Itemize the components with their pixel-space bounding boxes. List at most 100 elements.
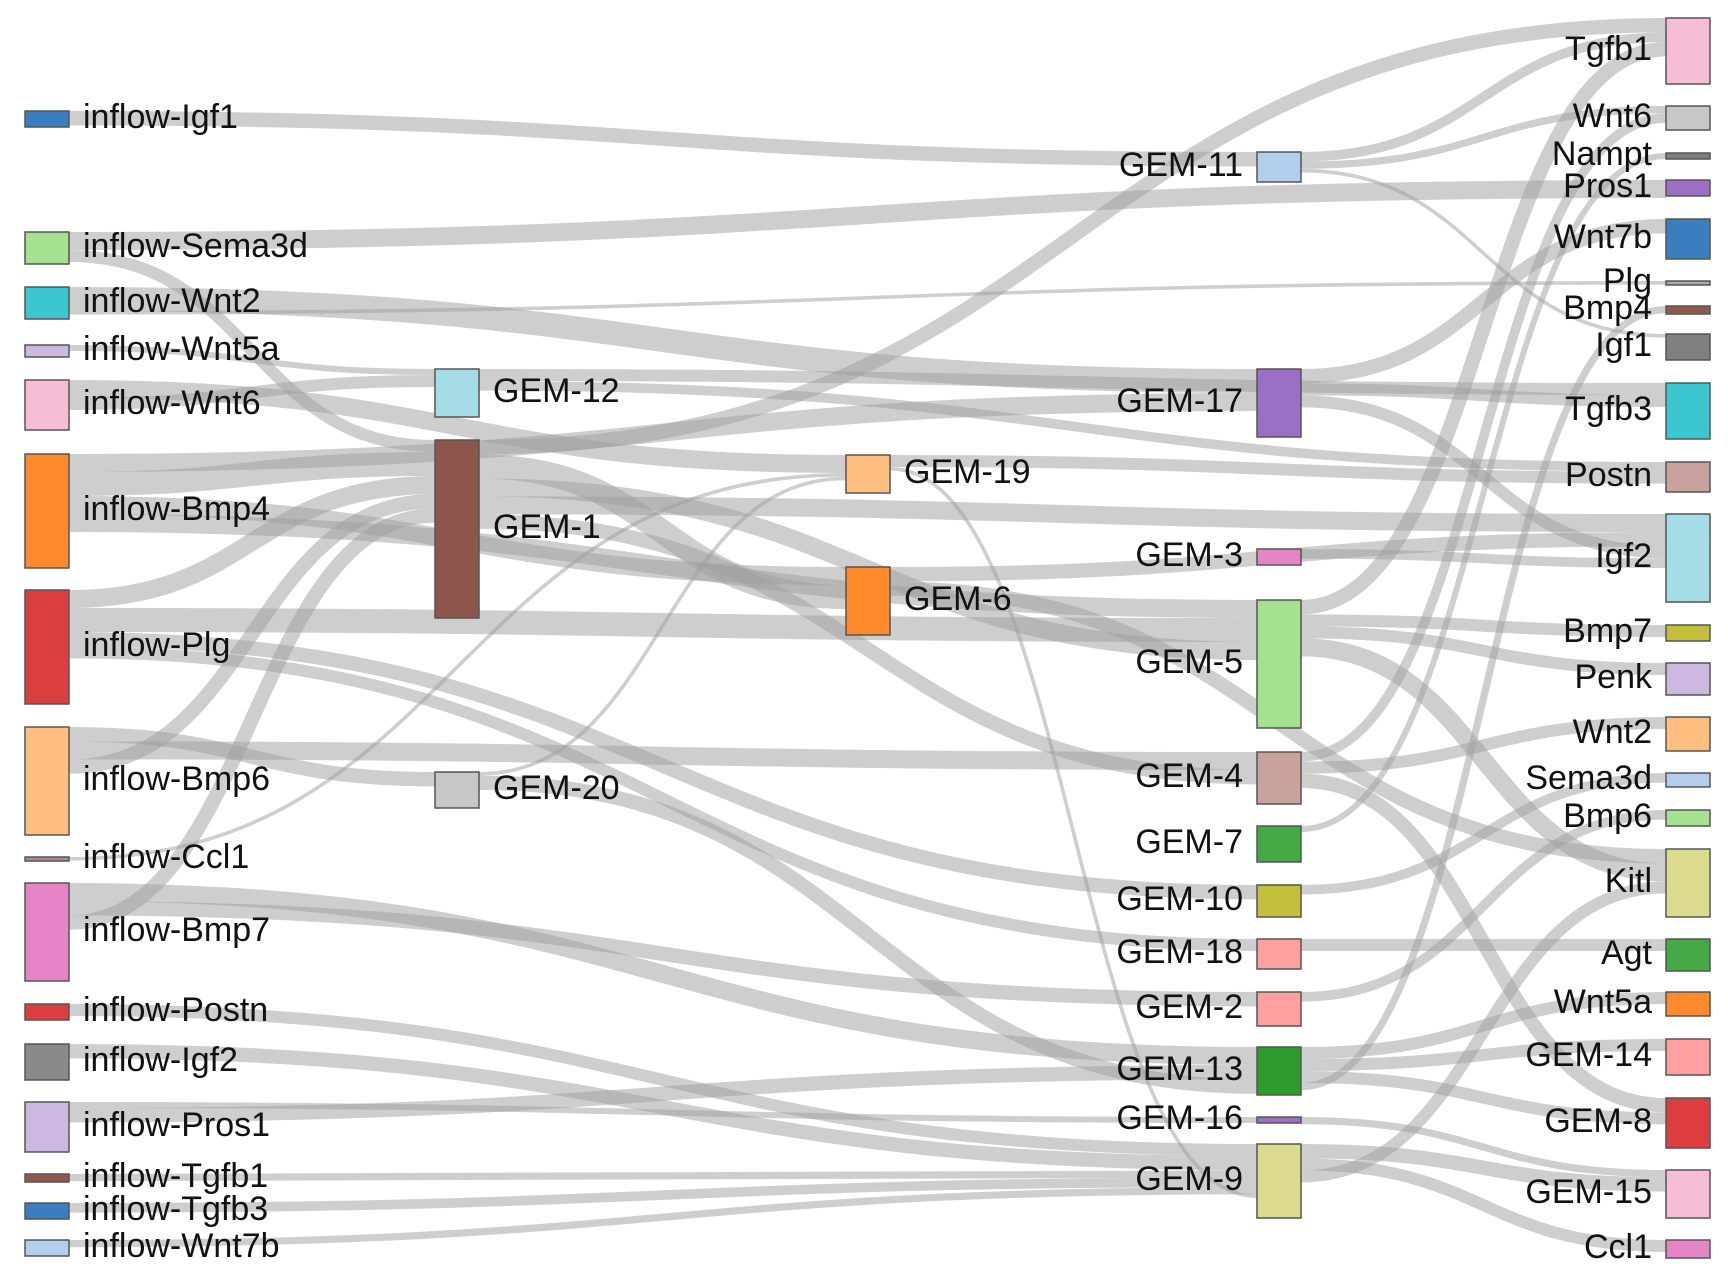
node-rect[interactable] [24,589,70,705]
node-inflow-Igf1[interactable]: inflow-Igf1 [24,98,238,136]
node-GEM-11[interactable]: GEM-11 [1119,146,1302,184]
node-rect[interactable] [24,1101,70,1153]
node-rect[interactable] [24,379,70,431]
node-GEM-16[interactable]: GEM-16 [1116,1099,1302,1137]
node-Bmp7[interactable]: Bmp7 [1563,612,1711,650]
node-rect[interactable] [1256,751,1302,805]
node-rect[interactable] [24,1043,70,1081]
node-Wnt5a[interactable]: Wnt5a [1554,983,1711,1021]
node-GEM-6[interactable]: GEM-6 [845,566,1012,636]
node-Tgfb1[interactable]: Tgfb1 [1565,17,1711,85]
node-GEM-10[interactable]: GEM-10 [1116,880,1302,918]
node-Nampt[interactable]: Nampt [1552,135,1711,173]
node-Igf2[interactable]: Igf2 [1595,513,1711,603]
node-rect[interactable] [1665,716,1711,752]
node-rect[interactable] [1665,938,1711,972]
node-GEM-17[interactable]: GEM-17 [1116,368,1302,438]
node-rect[interactable] [1665,461,1711,493]
node-rect[interactable] [1665,772,1711,788]
node-Postn[interactable]: Postn [1565,456,1711,494]
node-rect[interactable] [1256,1143,1302,1219]
node-rect[interactable] [1256,825,1302,863]
node-Igf1[interactable]: Igf1 [1595,326,1711,364]
node-Ccl1[interactable]: Ccl1 [1584,1228,1711,1266]
node-rect[interactable] [24,726,70,836]
node-inflow-Tgfb3[interactable]: inflow-Tgfb3 [24,1190,268,1228]
node-inflow-Igf2[interactable]: inflow-Igf2 [24,1041,238,1081]
node-rect[interactable] [434,439,480,619]
node-inflow-Wnt6[interactable]: inflow-Wnt6 [24,379,261,431]
node-rect[interactable] [1256,1116,1302,1124]
node-inflow-Bmp6[interactable]: inflow-Bmp6 [24,726,270,836]
node-rect[interactable] [1665,624,1711,642]
node-inflow-Wnt7b[interactable]: inflow-Wnt7b [24,1227,280,1265]
node-rect[interactable] [1665,1097,1711,1149]
node-rect[interactable] [1665,1239,1711,1259]
node-Wnt2[interactable]: Wnt2 [1573,713,1711,752]
node-inflow-Postn[interactable]: inflow-Postn [24,991,268,1029]
node-GEM-9[interactable]: GEM-9 [1135,1143,1302,1219]
node-Kitl[interactable]: Kitl [1605,848,1711,918]
node-inflow-Plg[interactable]: inflow-Plg [24,589,230,705]
node-GEM-5[interactable]: GEM-5 [1135,599,1302,729]
node-GEM-3[interactable]: GEM-3 [1135,536,1302,574]
node-inflow-Wnt2[interactable]: inflow-Wnt2 [24,282,261,320]
node-rect[interactable] [1665,848,1711,918]
node-rect[interactable] [1665,662,1711,696]
node-Sema3d[interactable]: Sema3d [1525,759,1711,797]
node-rect[interactable] [1665,513,1711,603]
node-rect[interactable] [24,1003,70,1021]
node-rect[interactable] [1256,151,1302,183]
node-rect[interactable] [1256,991,1302,1027]
node-rect[interactable] [24,856,70,862]
node-rect[interactable] [24,882,70,982]
node-Pros1[interactable]: Pros1 [1563,167,1711,205]
node-Bmp4[interactable]: Bmp4 [1563,289,1711,327]
node-rect[interactable] [24,453,70,569]
node-rect[interactable] [434,368,480,418]
node-inflow-Bmp7[interactable]: inflow-Bmp7 [24,882,270,982]
node-Wnt7b[interactable]: Wnt7b [1554,218,1711,260]
node-GEM-18[interactable]: GEM-18 [1116,933,1302,971]
node-rect[interactable] [1256,599,1302,729]
node-Tgfb3[interactable]: Tgfb3 [1565,382,1711,440]
node-GEM-13[interactable]: GEM-13 [1116,1046,1302,1096]
node-Bmp6[interactable]: Bmp6 [1563,797,1711,835]
node-rect[interactable] [1256,884,1302,918]
node-rect[interactable] [24,1239,70,1257]
node-GEM-7[interactable]: GEM-7 [1135,823,1302,863]
node-GEM-8[interactable]: GEM-8 [1544,1097,1711,1149]
node-inflow-Pros1[interactable]: inflow-Pros1 [24,1101,270,1153]
node-rect[interactable] [1665,809,1711,827]
node-rect[interactable] [1256,368,1302,438]
node-rect[interactable] [1665,152,1711,160]
node-GEM-2[interactable]: GEM-2 [1135,988,1302,1027]
node-GEM-14[interactable]: GEM-14 [1525,1036,1711,1076]
node-Wnt6[interactable]: Wnt6 [1573,97,1711,135]
node-rect[interactable] [1665,382,1711,440]
node-rect[interactable] [845,454,891,494]
node-rect[interactable] [1665,1169,1711,1219]
node-rect[interactable] [1256,938,1302,970]
node-rect[interactable] [1665,991,1711,1017]
node-GEM-12[interactable]: GEM-12 [434,368,620,418]
node-rect[interactable] [1665,105,1711,131]
node-Agt[interactable]: Agt [1601,934,1711,972]
node-rect[interactable] [24,231,70,265]
node-inflow-Wnt5a[interactable]: inflow-Wnt5a [24,330,280,368]
node-inflow-Ccl1[interactable]: inflow-Ccl1 [24,838,249,876]
node-rect[interactable] [24,1173,70,1183]
node-rect[interactable] [1665,17,1711,85]
node-rect[interactable] [1665,333,1711,361]
node-rect[interactable] [1665,280,1711,286]
node-GEM-4[interactable]: GEM-4 [1135,751,1302,805]
node-Penk[interactable]: Penk [1575,658,1711,696]
node-GEM-19[interactable]: GEM-19 [845,453,1031,494]
node-rect[interactable] [1665,1038,1711,1076]
node-rect[interactable] [1256,1046,1302,1096]
node-inflow-Bmp4[interactable]: inflow-Bmp4 [24,453,270,569]
node-rect[interactable] [24,286,70,320]
node-rect[interactable] [434,771,480,809]
node-GEM-20[interactable]: GEM-20 [434,769,620,809]
node-inflow-Tgfb1[interactable]: inflow-Tgfb1 [24,1157,268,1195]
